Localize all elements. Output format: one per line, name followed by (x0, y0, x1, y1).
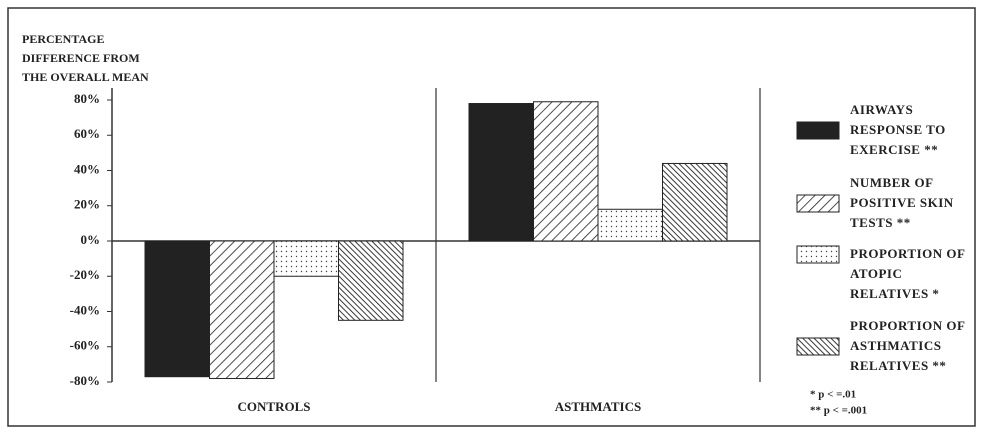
footnote: * p < =.01 (810, 389, 856, 401)
bar (209, 240, 275, 379)
y-tick-label: 80% (74, 91, 100, 106)
bar (468, 103, 534, 242)
legend-swatch (796, 337, 840, 356)
bar (273, 240, 339, 277)
y-tick-label: -40% (70, 302, 100, 317)
x-tick-label: CONTROLS (238, 399, 311, 414)
legend-label: PROPORTION OF ASTHMATICS RELATIVES ** (850, 318, 965, 373)
y-tick-label: 60% (74, 126, 100, 141)
bar (662, 162, 728, 242)
frame (7, 7, 976, 427)
legend-swatch (796, 194, 840, 213)
legend-item: AIRWAYS RESPONSE TO EXERCISE ** (850, 102, 946, 157)
legend-swatch (796, 245, 840, 264)
footnote: ** p < =.001 (810, 405, 867, 417)
legend-label: AIRWAYS RESPONSE TO EXERCISE ** (850, 102, 946, 157)
legend-item: NUMBER OF POSITIVE SKIN TESTS ** (850, 175, 954, 230)
legend-item: PROPORTION OF ASTHMATICS RELATIVES ** (850, 318, 965, 373)
y-axis-title: DIFFERENCE FROM (22, 51, 140, 65)
y-tick-label: 0% (81, 232, 101, 247)
y-tick-label: 40% (74, 161, 100, 176)
y-axis-title: PERCENTAGE (22, 32, 104, 46)
legend-label: NUMBER OF POSITIVE SKIN TESTS ** (850, 175, 954, 230)
legend-swatch (796, 121, 840, 140)
y-tick-label: 20% (74, 197, 100, 212)
bar (338, 240, 404, 321)
legend-item: PROPORTION OF ATOPIC RELATIVES * (850, 246, 965, 301)
y-axis-title: THE OVERALL MEAN (22, 70, 149, 84)
y-tick-label: -20% (70, 267, 100, 282)
legend-label: PROPORTION OF ATOPIC RELATIVES * (850, 246, 965, 301)
y-tick-label: -80% (70, 373, 100, 388)
bar (144, 240, 210, 378)
y-tick-label: -60% (70, 338, 100, 353)
bar (533, 101, 599, 242)
x-tick-label: ASTHMATICS (555, 399, 641, 414)
bar (597, 208, 663, 242)
